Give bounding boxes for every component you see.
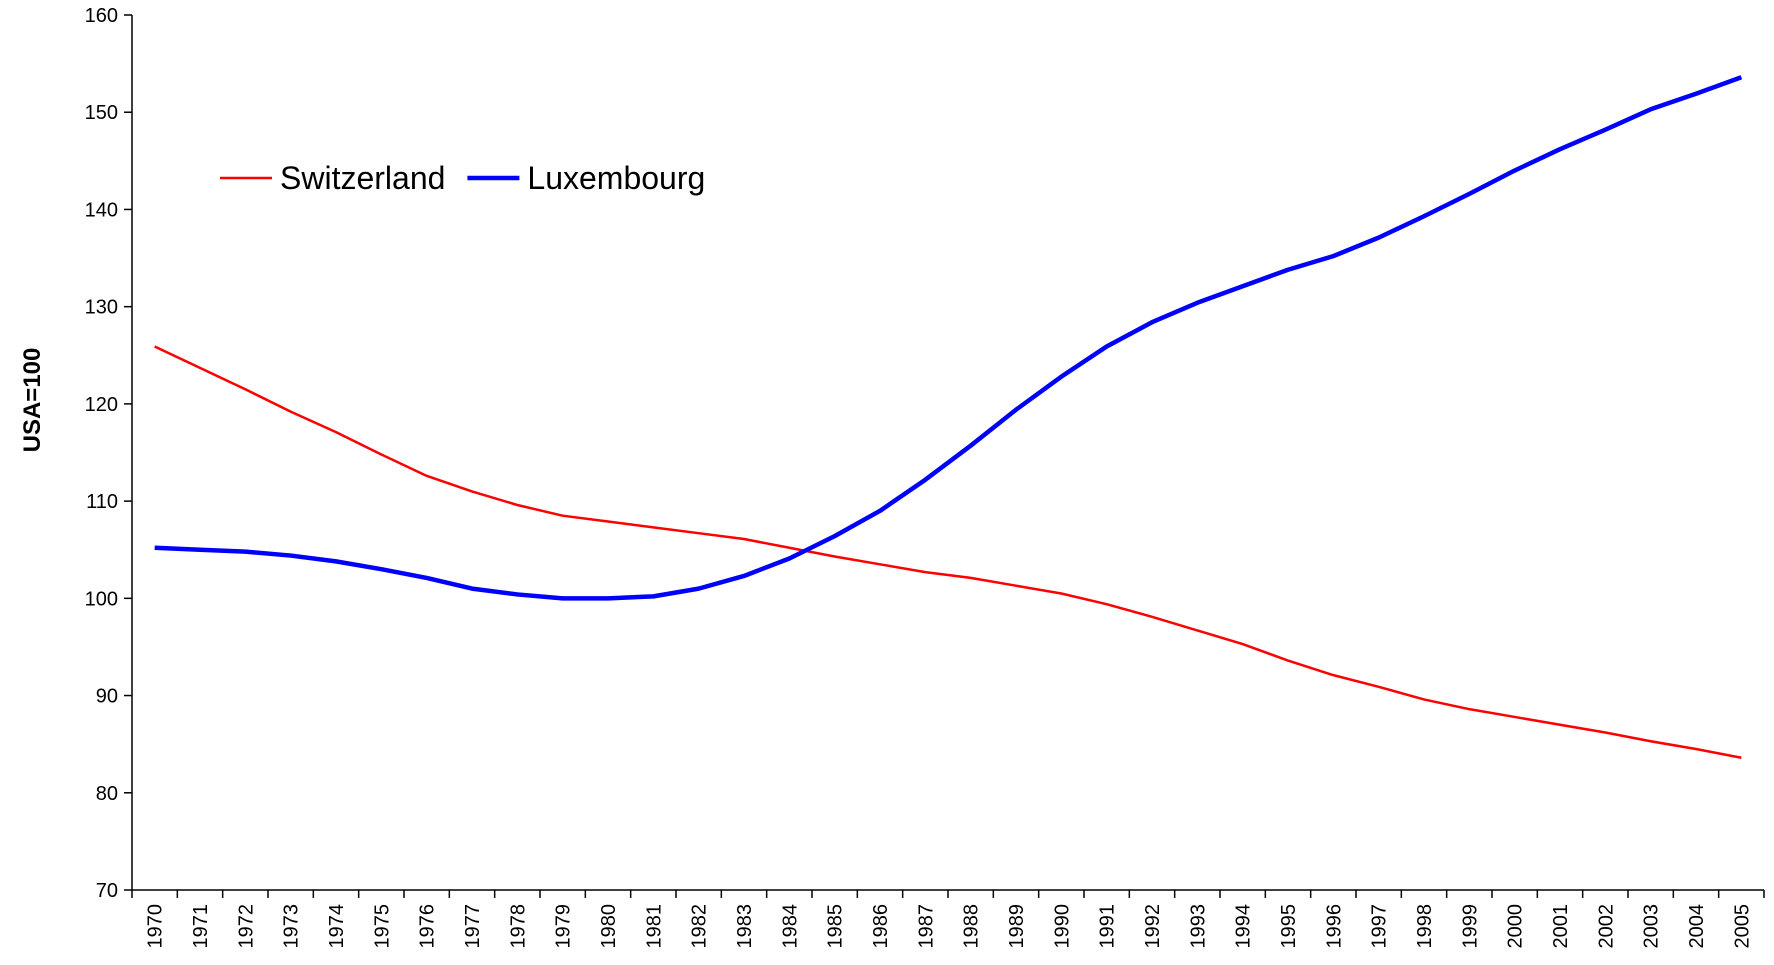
- x-tick-label: 1975: [371, 904, 393, 949]
- x-tick-label: 1978: [507, 904, 529, 949]
- y-tick-label: 80: [96, 783, 118, 805]
- line-series: [154, 75, 1743, 601]
- x-tick-label: 2001: [1550, 904, 1572, 949]
- y-tick-label: 130: [85, 297, 118, 319]
- x-tick-label: 1971: [190, 904, 212, 949]
- x-tick-label: 1980: [598, 904, 620, 949]
- y-tick-label: 120: [85, 394, 118, 416]
- x-tick-label: 1973: [281, 904, 303, 949]
- y-tick-label: 90: [96, 686, 118, 708]
- x-tick-label: 1987: [915, 904, 937, 949]
- x-tick-label: 2005: [1731, 904, 1753, 949]
- x-tick-label: 1994: [1233, 904, 1255, 949]
- y-tick-label: 100: [85, 588, 118, 610]
- y-tick-label: 110: [86, 491, 118, 513]
- x-tick-label: 1974: [326, 904, 348, 949]
- x-tick-label: 1983: [734, 904, 756, 949]
- x-tick-label: 1998: [1414, 904, 1436, 949]
- y-tick-label: 150: [85, 102, 118, 124]
- x-tick-label: 1986: [870, 904, 892, 949]
- x-tick-label: 1991: [1097, 904, 1119, 949]
- x-tick-label: 1992: [1142, 904, 1164, 949]
- legend-label: Switzerland: [280, 160, 445, 196]
- y-tick-label: 140: [85, 199, 118, 221]
- x-tick-label: 1972: [235, 904, 257, 949]
- x-tick-label: 1981: [643, 904, 665, 949]
- x-tick-label: 1976: [417, 904, 439, 949]
- x-tick-label: 1977: [462, 904, 484, 949]
- x-tick-label: 1990: [1051, 904, 1073, 949]
- x-tick-label: 1985: [825, 904, 847, 949]
- x-tick-label: 1996: [1323, 904, 1345, 949]
- x-tick-label: 1989: [1006, 904, 1028, 949]
- line-series: [154, 345, 1742, 760]
- x-tick-label: 1997: [1369, 904, 1391, 949]
- x-tick-label: 1999: [1459, 904, 1481, 949]
- x-tick-label: 2003: [1641, 904, 1663, 949]
- x-tick-label: 2002: [1595, 904, 1617, 949]
- x-tick-label: 1979: [553, 904, 575, 949]
- x-tick-label: 1988: [961, 904, 983, 949]
- y-tick-label: 160: [85, 5, 118, 27]
- x-tick-label: 1993: [1187, 904, 1209, 949]
- x-tick-label: 1984: [779, 904, 801, 949]
- x-tick-label: 1995: [1278, 904, 1300, 949]
- legend-label: Luxembourg: [527, 160, 705, 196]
- y-axis-label: USA=100: [19, 348, 46, 453]
- x-tick-label: 1982: [689, 904, 711, 949]
- x-tick-label: 1970: [145, 904, 167, 949]
- y-tick-label: 70: [96, 880, 118, 902]
- x-tick-label: 2000: [1505, 904, 1527, 949]
- x-tick-label: 2004: [1686, 904, 1708, 949]
